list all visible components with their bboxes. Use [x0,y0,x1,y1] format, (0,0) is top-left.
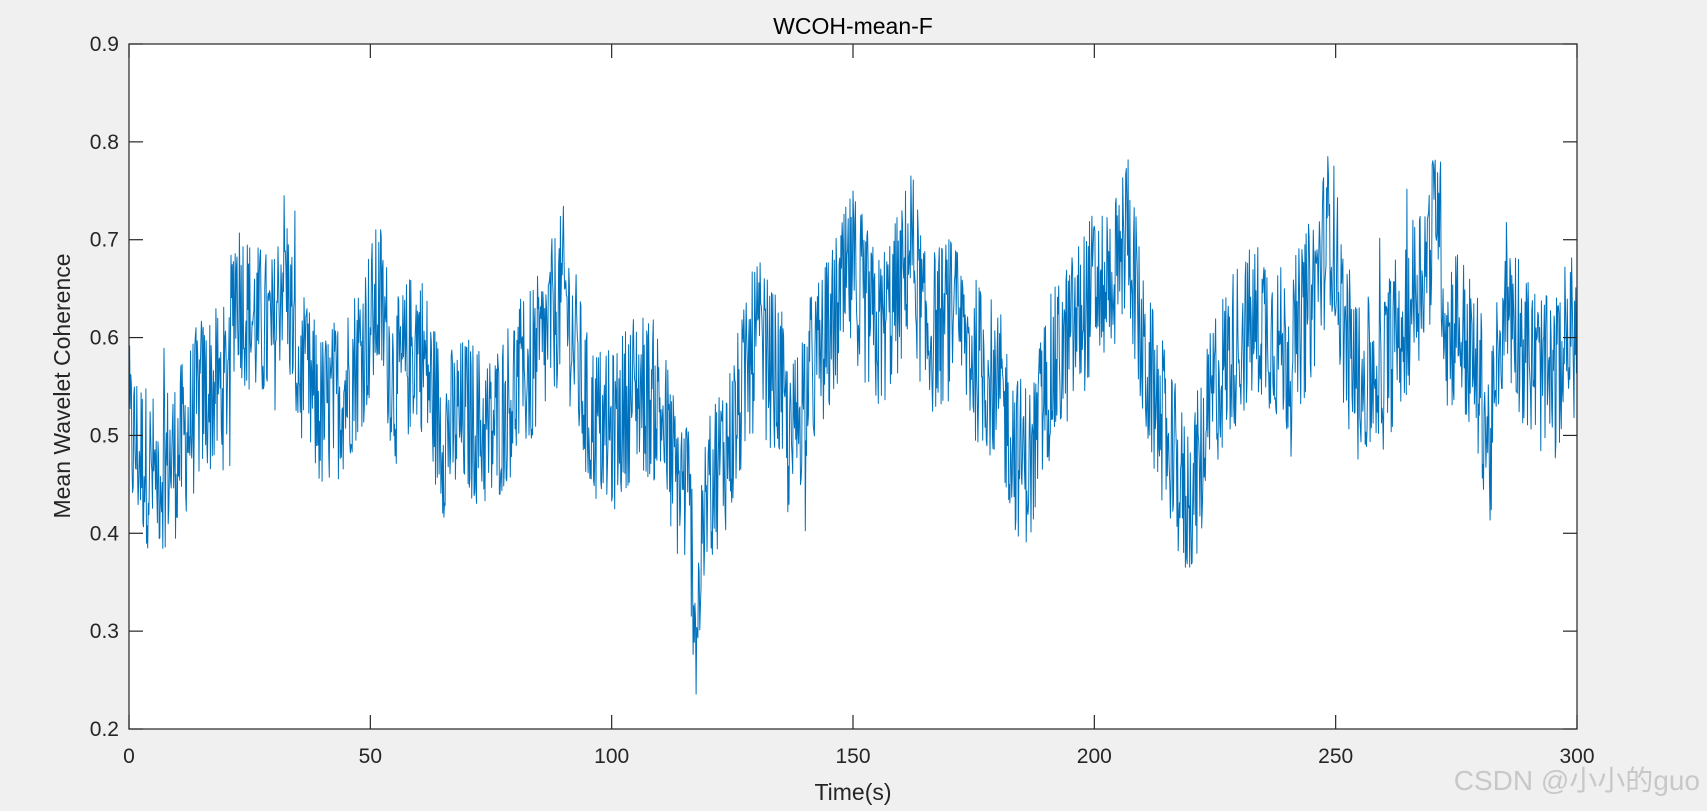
y-tick-label: 0.3 [90,620,119,643]
y-tick-label: 0.8 [90,131,119,154]
y-tick-label: 0.2 [90,718,119,741]
chart-title: WCOH-mean-F [773,13,933,39]
y-tick-label: 0.6 [90,327,119,350]
y-axis-label: Mean Wavelet Coherence [49,253,75,518]
series-line [128,156,1578,695]
x-tick-label: 250 [1318,745,1353,768]
tick-layer: 0 50 100 150 200 250 300 0.2 0.3 0.4 0.5 0.6 0.7 0.8 0… [90,33,1595,768]
y-tick-label: 0.4 [90,522,120,545]
y-tick-label: 0.9 [90,33,119,56]
x-tick-label: 300 [1559,745,1594,768]
y-tick-label: 0.5 [90,424,119,447]
y-tick-label: 0.7 [90,229,119,252]
series-layer [128,156,1578,695]
watermark-text: CSDN @小小的guo [1454,765,1700,796]
x-tick-label: 0 [123,745,135,768]
x-tick-label: 150 [835,745,870,768]
x-tick-label: 50 [359,745,382,768]
x-tick-label: 200 [1077,745,1112,768]
axes-background [129,44,1577,729]
x-axis-label: Time(s) [814,779,891,805]
x-tick-label: 100 [594,745,629,768]
